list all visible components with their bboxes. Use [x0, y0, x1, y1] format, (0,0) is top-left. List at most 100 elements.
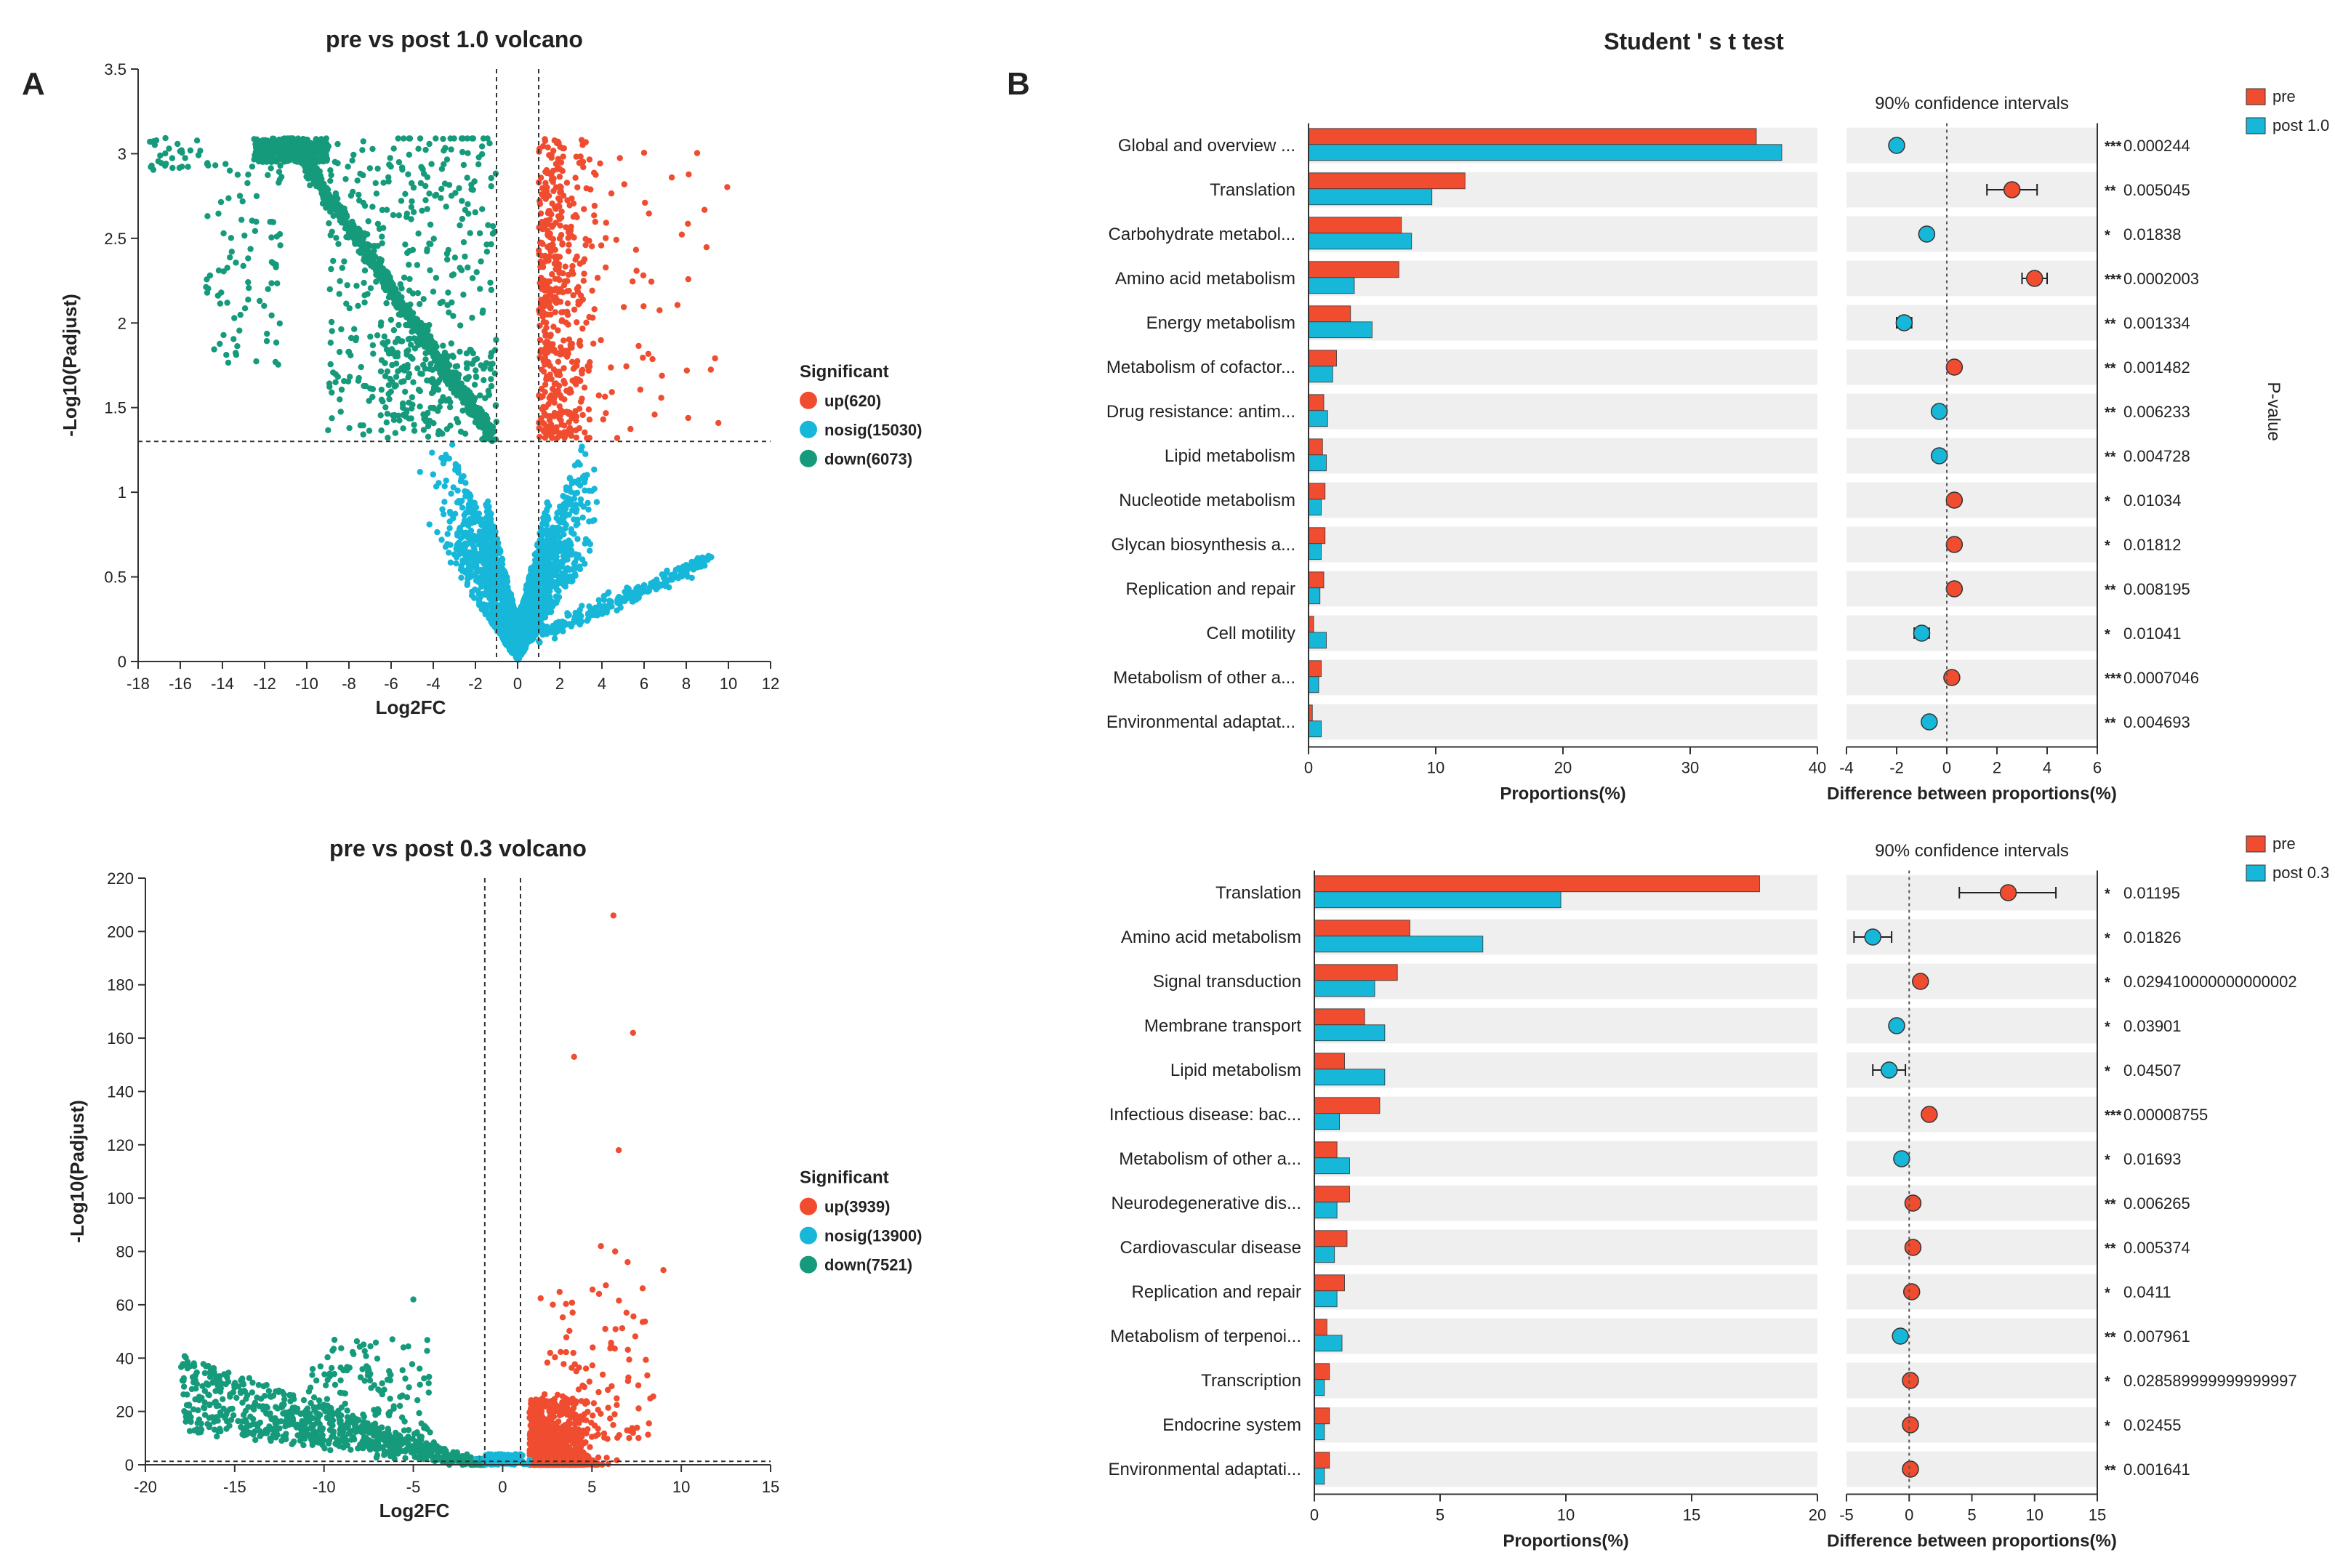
data-point [448, 193, 455, 199]
data-point [538, 239, 545, 246]
data-point [564, 610, 571, 616]
data-point [455, 539, 462, 547]
data-point [251, 156, 257, 163]
data-point [462, 544, 468, 551]
data-point [220, 331, 227, 339]
data-point [548, 211, 555, 217]
legend-swatch-up [800, 391, 817, 409]
data-point [268, 234, 275, 241]
data-point [571, 234, 577, 241]
data-point [344, 233, 350, 240]
data-point [433, 275, 440, 281]
data-point [264, 330, 270, 337]
data-point [422, 182, 429, 190]
data-point [391, 383, 398, 390]
data-point [277, 162, 284, 169]
data-point [469, 314, 475, 321]
data-point [390, 289, 397, 295]
data-point [253, 358, 260, 365]
x-tick-label: 10 [720, 675, 737, 693]
data-point [469, 275, 476, 281]
data-point [600, 596, 607, 603]
data-point [247, 246, 254, 252]
data-point [669, 576, 675, 583]
data-point [582, 536, 590, 542]
data-point [553, 582, 560, 589]
data-point [635, 584, 642, 590]
data-point [380, 225, 387, 231]
data-point [417, 370, 424, 377]
data-point [608, 190, 615, 197]
data-point [724, 184, 731, 190]
data-point [598, 337, 604, 344]
data-point [558, 421, 565, 428]
data-point [384, 411, 391, 417]
data-point [523, 595, 530, 602]
data-point [540, 368, 547, 375]
data-point [624, 584, 630, 591]
data-point [356, 226, 363, 233]
data-point [276, 136, 283, 143]
data-point [355, 302, 361, 309]
data-point [468, 181, 475, 188]
data-point [383, 346, 390, 353]
data-point [329, 228, 335, 235]
data-point [237, 311, 244, 318]
data-point [419, 207, 425, 214]
data-point [261, 302, 268, 309]
data-point [327, 167, 334, 174]
data-point [177, 148, 183, 155]
data-point [459, 198, 465, 204]
data-point [409, 310, 417, 316]
data-point [377, 274, 384, 281]
data-point [539, 308, 546, 315]
data-point [337, 278, 343, 284]
data-point [346, 223, 353, 230]
data-point [578, 618, 585, 625]
data-point [438, 536, 445, 543]
x-tick-label: -8 [342, 675, 356, 693]
data-point [424, 246, 430, 253]
data-point [656, 307, 663, 313]
data-point [346, 425, 353, 432]
data-point [336, 291, 342, 297]
data-point [459, 559, 467, 566]
data-point [651, 411, 658, 418]
data-point [458, 380, 465, 387]
data-point [438, 185, 445, 193]
data-point [460, 520, 467, 528]
data-point [688, 558, 695, 566]
scatter-points [178, 912, 667, 1468]
data-point [662, 582, 669, 590]
data-point [554, 166, 560, 172]
data-point [374, 165, 381, 172]
data-point [337, 409, 344, 415]
data-point [409, 290, 417, 297]
data-point [462, 206, 469, 213]
data-point [549, 286, 556, 294]
data-point [545, 193, 552, 199]
data-point [526, 576, 532, 582]
data-point [581, 385, 588, 391]
data-point [543, 606, 550, 614]
data-point [640, 150, 648, 156]
data-point [245, 279, 252, 286]
data-point [633, 268, 640, 274]
data-point [448, 385, 454, 392]
data-point [552, 600, 560, 606]
data-point [540, 595, 547, 602]
data-point [477, 519, 484, 526]
data-point [369, 145, 376, 153]
data-point [572, 257, 579, 263]
data-point [341, 378, 347, 385]
data-point [430, 405, 438, 412]
data-point [395, 158, 403, 166]
data-point [201, 1412, 209, 1418]
data-point [488, 376, 494, 382]
data-point [567, 550, 574, 557]
data-point [621, 181, 627, 188]
data-point [403, 321, 409, 329]
data-point [502, 627, 508, 634]
data-point [426, 240, 433, 247]
data-point [443, 204, 449, 210]
